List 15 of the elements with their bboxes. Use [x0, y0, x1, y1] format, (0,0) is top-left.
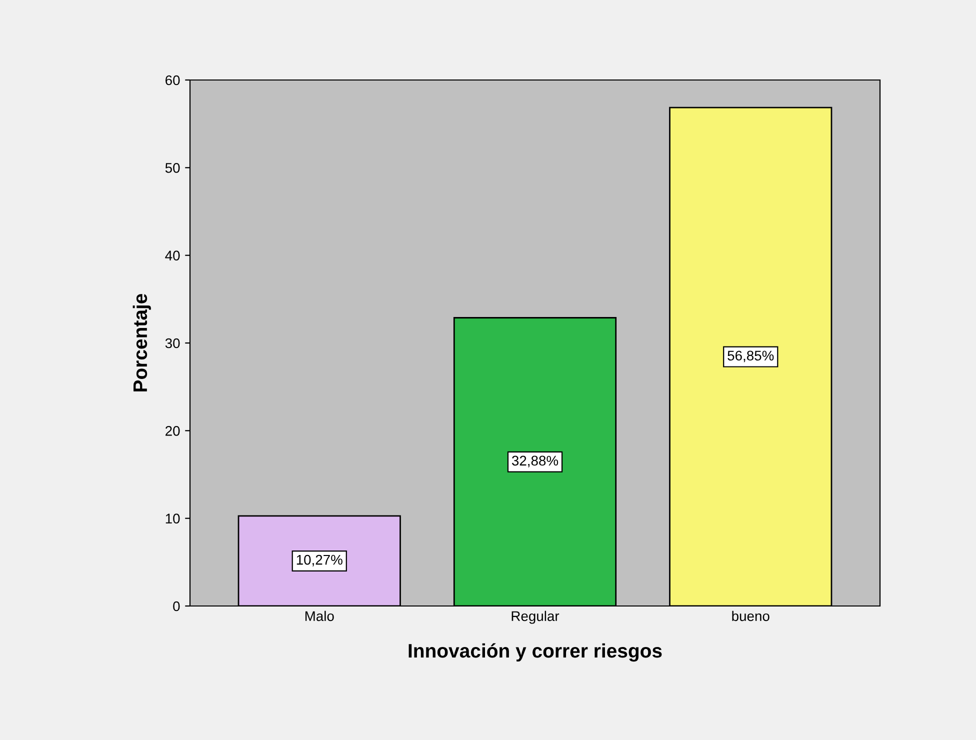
y-tick-label: 50	[165, 163, 180, 173]
x-tick-label: Malo	[305, 610, 334, 622]
x-tick-label: Regular	[512, 610, 560, 624]
x-tick-label: bueno	[732, 610, 770, 622]
y-tick-label: 60	[166, 75, 180, 86]
y-tick-label: 30	[165, 338, 180, 348]
y-tick-label: 20	[166, 426, 180, 436]
x-axis-title: Innovación y correr riesgos	[408, 643, 662, 662]
data-label: 56,85%	[728, 350, 774, 362]
y-tick-label: 0	[173, 601, 180, 612]
y-axis-title: Porcentaje	[132, 294, 151, 392]
data-label: 10,27%	[296, 554, 342, 566]
y-tick-label: 10	[166, 514, 180, 524]
data-label: 32,88%	[512, 456, 558, 468]
y-tick-label: 40	[165, 250, 180, 261]
